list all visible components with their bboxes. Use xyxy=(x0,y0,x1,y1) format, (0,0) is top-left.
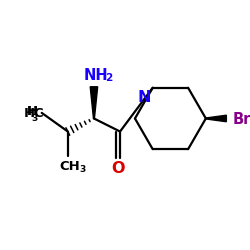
Text: 3: 3 xyxy=(80,165,86,174)
Polygon shape xyxy=(90,87,98,118)
Text: O: O xyxy=(112,161,125,176)
Text: 3: 3 xyxy=(31,114,38,123)
Text: 2: 2 xyxy=(105,74,112,84)
Polygon shape xyxy=(206,115,226,122)
Text: H: H xyxy=(27,104,38,118)
Text: N: N xyxy=(137,90,151,105)
Text: H: H xyxy=(24,107,35,120)
Text: CH: CH xyxy=(59,160,80,173)
Text: Br: Br xyxy=(233,112,250,127)
Text: NH: NH xyxy=(84,68,108,83)
Text: C: C xyxy=(33,107,43,120)
Text: H: H xyxy=(27,104,38,118)
